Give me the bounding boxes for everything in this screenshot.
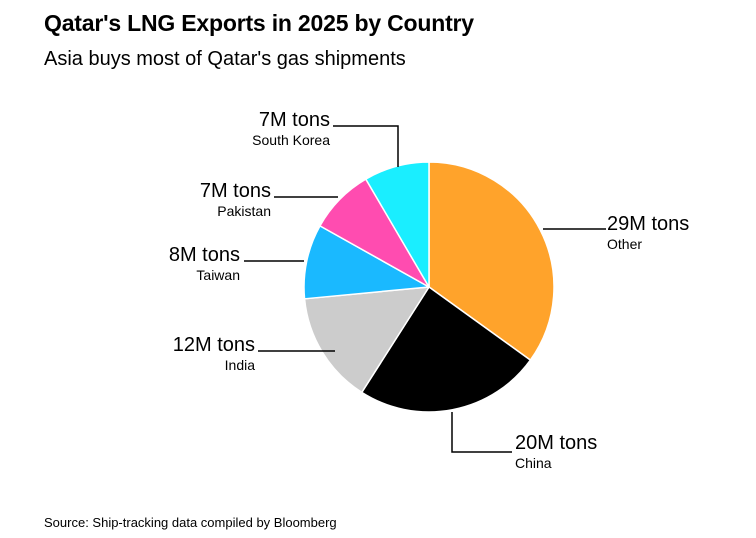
category-label-other: Other — [607, 236, 642, 252]
pie-slices — [303, 161, 555, 413]
chart-title: Qatar's LNG Exports in 2025 by Country — [44, 10, 474, 36]
leader-line-south-korea — [333, 125, 399, 167]
value-label-china: 20M tons — [515, 432, 597, 454]
category-label-south-korea: South Korea — [252, 132, 330, 148]
pie-slice-other — [428, 161, 555, 361]
category-label-india: India — [225, 357, 256, 373]
value-label-other: 29M tons — [607, 213, 689, 235]
category-label-taiwan: Taiwan — [196, 267, 240, 283]
value-label-india: 12M tons — [173, 334, 255, 356]
value-label-pakistan: 7M tons — [200, 180, 271, 202]
pie-slice-south-korea — [365, 161, 430, 288]
pie-slice-china — [361, 286, 532, 413]
category-label-china: China — [515, 455, 552, 471]
category-label-pakistan: Pakistan — [217, 203, 271, 219]
pie-slice-taiwan — [303, 225, 430, 300]
pie-slice-india — [303, 286, 430, 394]
chart-subtitle: Asia buys most of Qatar's gas shipments — [44, 48, 406, 70]
value-label-south-korea: 7M tons — [259, 109, 330, 131]
value-label-taiwan: 8M tons — [169, 244, 240, 266]
source-note: Source: Ship-tracking data compiled by B… — [44, 515, 337, 530]
leader-line-china — [451, 412, 512, 453]
